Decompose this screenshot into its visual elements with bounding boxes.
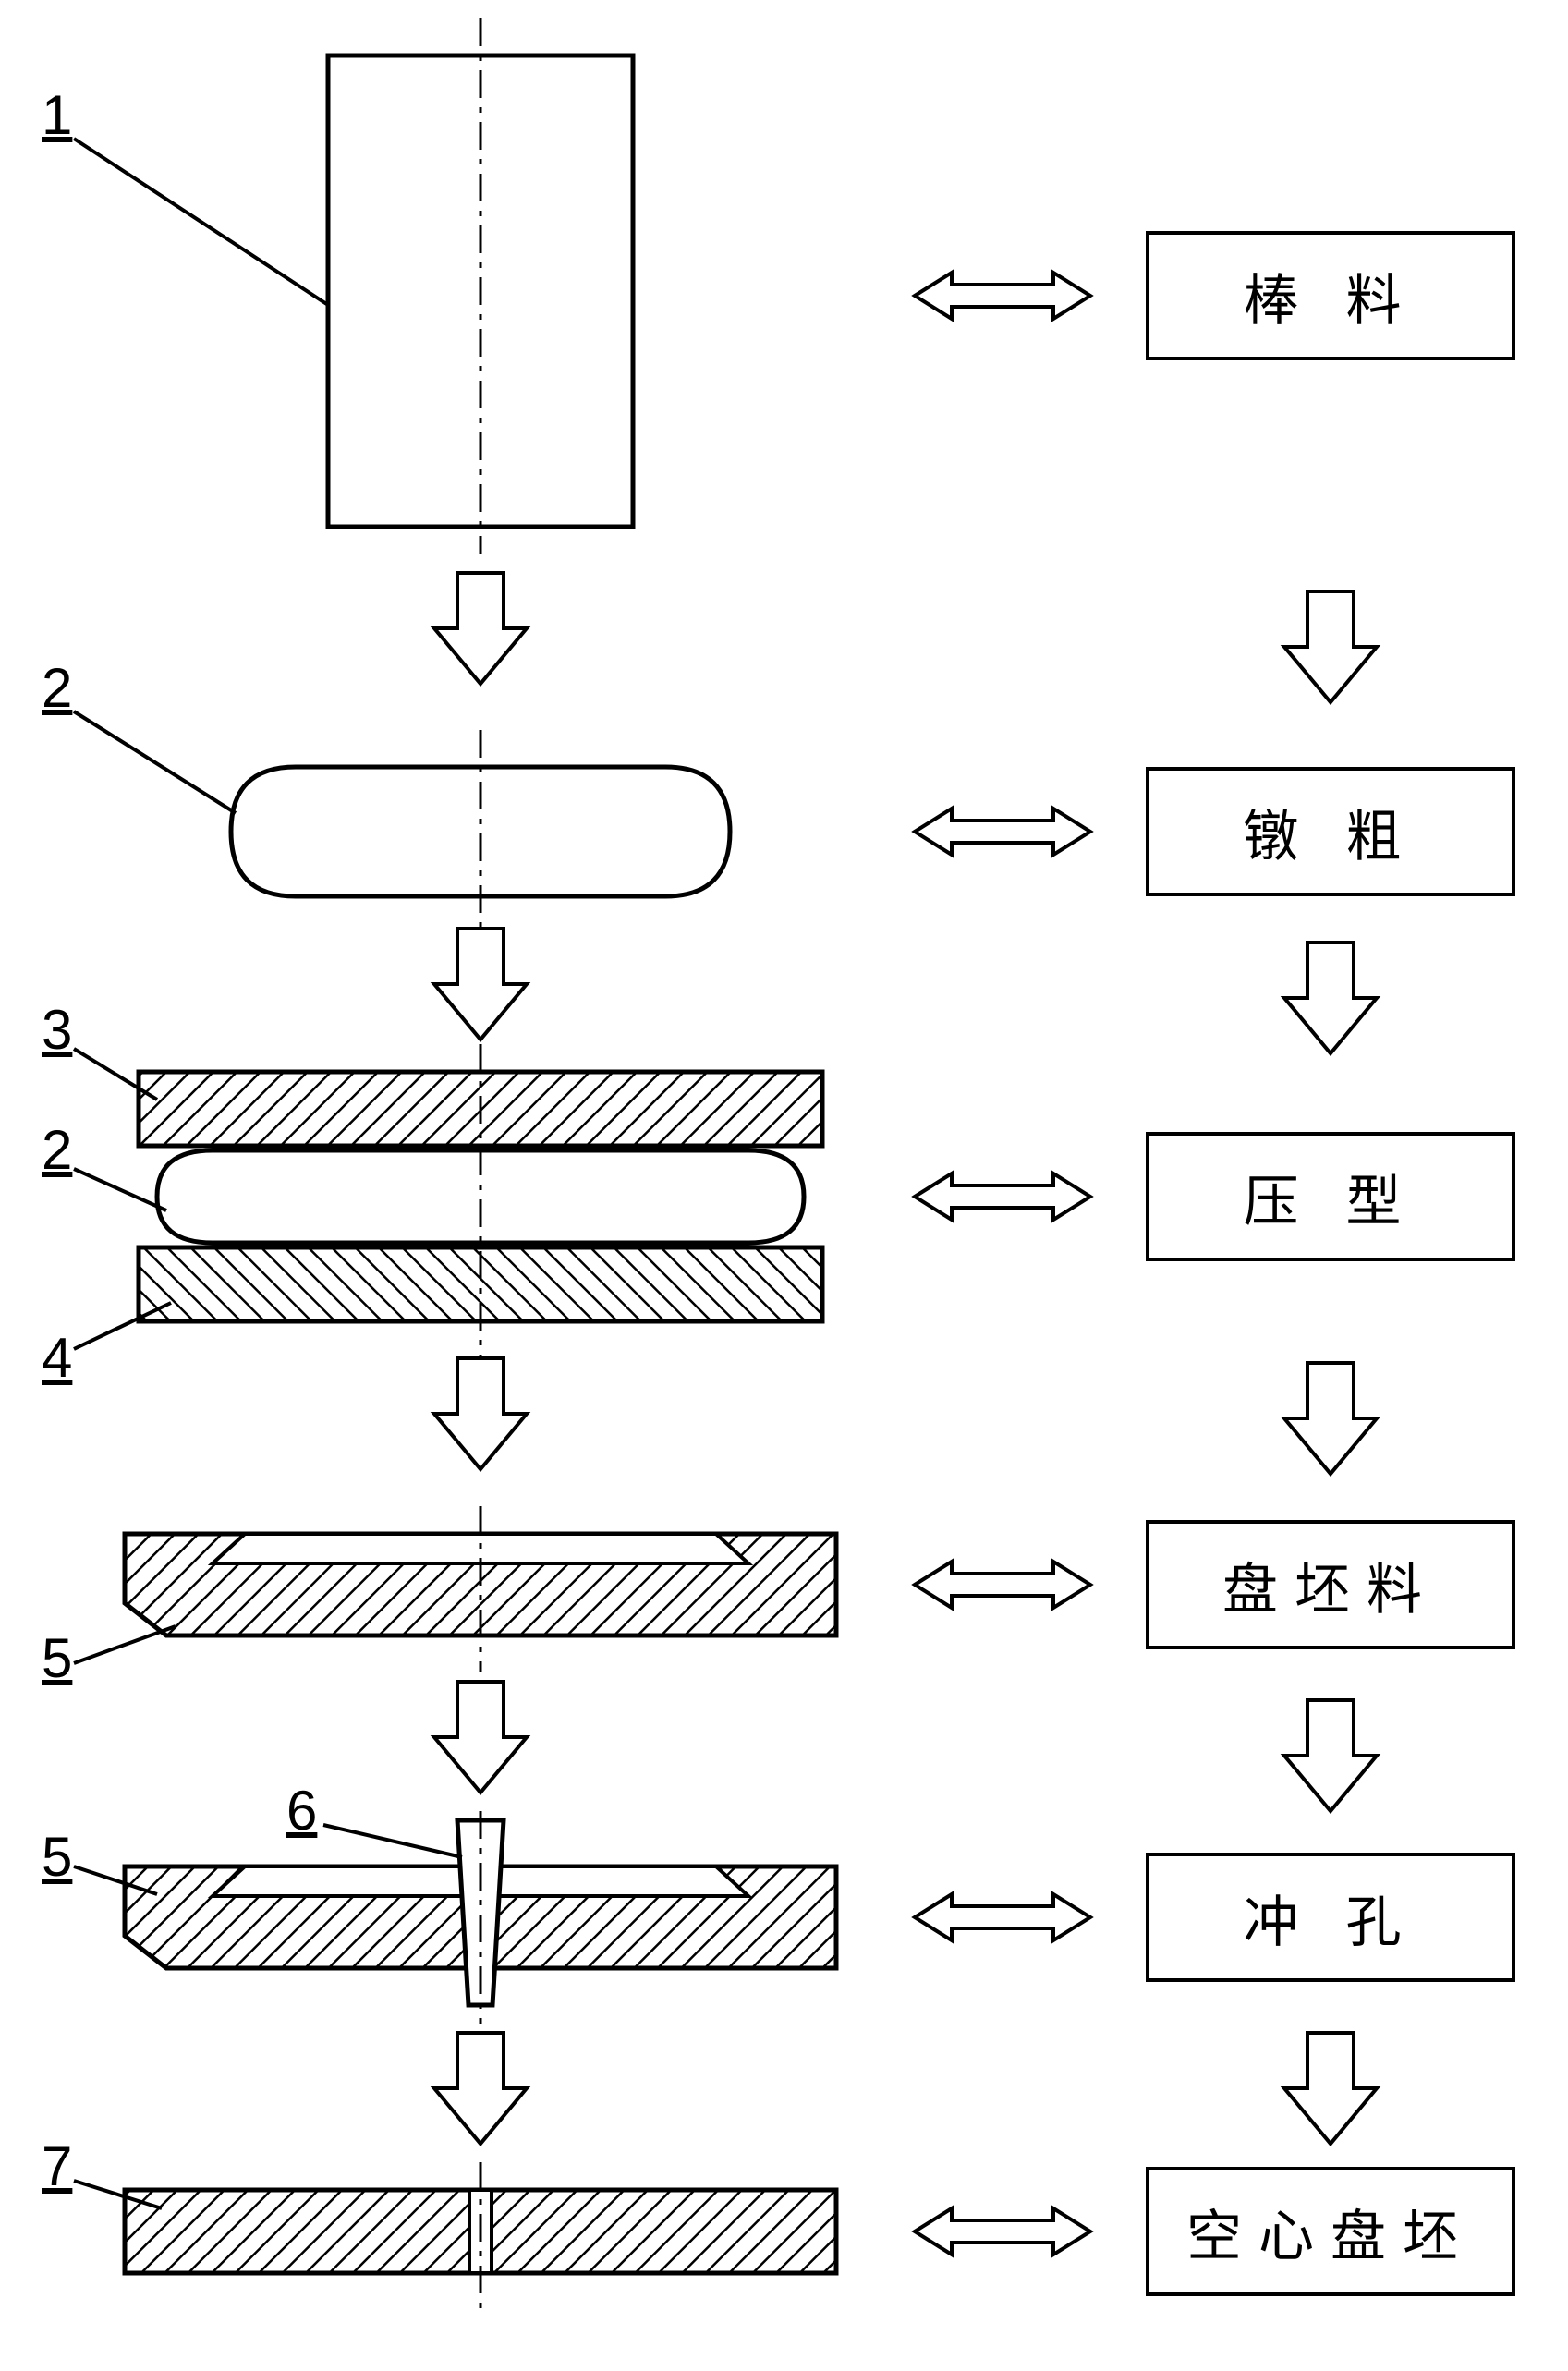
box-step1: 棒 料 bbox=[1146, 231, 1515, 360]
box-step3: 压 型 bbox=[1146, 1132, 1515, 1261]
diagram-canvas: 1 2 3 2 4 5 5 6 7 棒 料 镦 粗 压 型 盘坯料 冲 孔 空心… bbox=[18, 18, 1568, 2353]
label-2: 2 bbox=[42, 656, 72, 720]
box-step6: 空心盘坯 bbox=[1146, 2167, 1515, 2296]
label-6: 6 bbox=[286, 1779, 317, 1842]
label-4: 4 bbox=[42, 1326, 72, 1390]
label-5b: 5 bbox=[42, 1825, 72, 1889]
label-5: 5 bbox=[42, 1626, 72, 1690]
box-step4: 盘坯料 bbox=[1146, 1520, 1515, 1649]
box-step2: 镦 粗 bbox=[1146, 767, 1515, 896]
label-2b: 2 bbox=[42, 1118, 72, 1182]
label-7: 7 bbox=[42, 2134, 72, 2198]
label-3: 3 bbox=[42, 998, 72, 1062]
label-1: 1 bbox=[42, 83, 72, 147]
box-step5: 冲 孔 bbox=[1146, 1853, 1515, 1982]
